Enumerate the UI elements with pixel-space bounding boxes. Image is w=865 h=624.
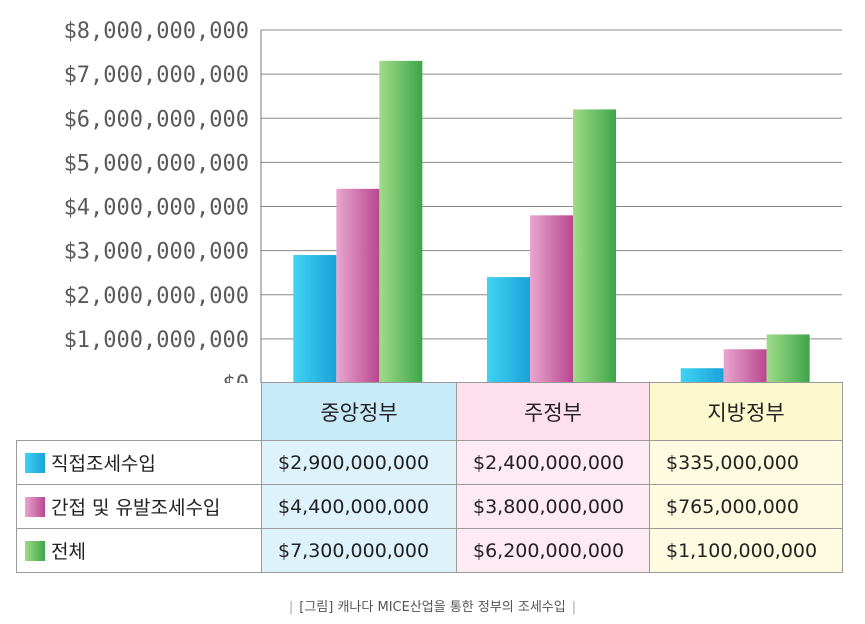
bar <box>293 255 337 383</box>
series-swatch <box>25 497 45 517</box>
bar <box>573 109 616 384</box>
data-cell: $4,400,000,000 <box>261 484 457 529</box>
figure-caption: | [그림] 캐나다 MICE산업을 통한 정부의 조세수입 | <box>288 600 577 615</box>
series-legend-label: 직접조세수입 <box>16 440 262 485</box>
series-swatch <box>25 453 45 473</box>
series-swatch <box>25 541 45 561</box>
series-legend-label: 간접 및 유발조세수입 <box>16 484 262 529</box>
table-row: 직접조세수입 $2,900,000,000 $2,400,000,000 $33… <box>16 440 843 485</box>
table-row: 전체 $7,300,000,000 $6,200,000,000 $1,100,… <box>16 528 843 573</box>
table-row: 간접 및 유발조세수입 $4,400,000,000 $3,800,000,00… <box>16 484 843 529</box>
bars <box>293 60 810 384</box>
data-cell: $765,000,000 <box>649 484 843 529</box>
bar <box>723 349 767 383</box>
y-tick-label: $7,000,000,000 <box>64 63 249 88</box>
bar <box>766 334 810 383</box>
data-cell: $7,300,000,000 <box>261 528 457 573</box>
category-header: 중앙정부 <box>261 382 457 441</box>
data-cell: $1,100,000,000 <box>649 528 843 573</box>
y-tick-label: $5,000,000,000 <box>64 151 249 176</box>
y-tick-label: $2,000,000,000 <box>64 284 249 309</box>
data-cell: $3,800,000,000 <box>456 484 650 529</box>
data-table: 중앙정부 주정부 지방정부 직접조세수입 $2,900,000,000 $2,4… <box>16 382 843 573</box>
data-cell: $6,200,000,000 <box>456 528 650 573</box>
y-tick-label: $4,000,000,000 <box>64 196 249 221</box>
y-axis-ticks: $0 $1,000,000,000 $2,000,000,000 $3,000,000… <box>64 19 249 384</box>
bar <box>680 368 724 383</box>
data-cell: $2,400,000,000 <box>456 440 650 485</box>
bar <box>336 188 380 383</box>
series-legend-label: 전체 <box>16 528 262 573</box>
bar <box>487 277 530 383</box>
bar <box>379 60 423 383</box>
y-tick-label: $6,000,000,000 <box>64 107 249 132</box>
data-cell: $2,900,000,000 <box>261 440 457 485</box>
y-tick-label: $8,000,000,000 <box>64 19 249 44</box>
y-tick-label: $0 <box>223 372 250 384</box>
category-header: 주정부 <box>456 382 650 441</box>
y-tick-label: $1,000,000,000 <box>64 328 249 353</box>
data-cell: $335,000,000 <box>649 440 843 485</box>
category-header: 지방정부 <box>649 382 843 441</box>
bar-chart: $0 $1,000,000,000 $2,000,000,000 $3,000,000… <box>64 19 842 384</box>
y-tick-label: $3,000,000,000 <box>64 240 249 265</box>
bar <box>530 215 573 383</box>
category-header-row: 중앙정부 주정부 지방정부 <box>16 382 843 441</box>
